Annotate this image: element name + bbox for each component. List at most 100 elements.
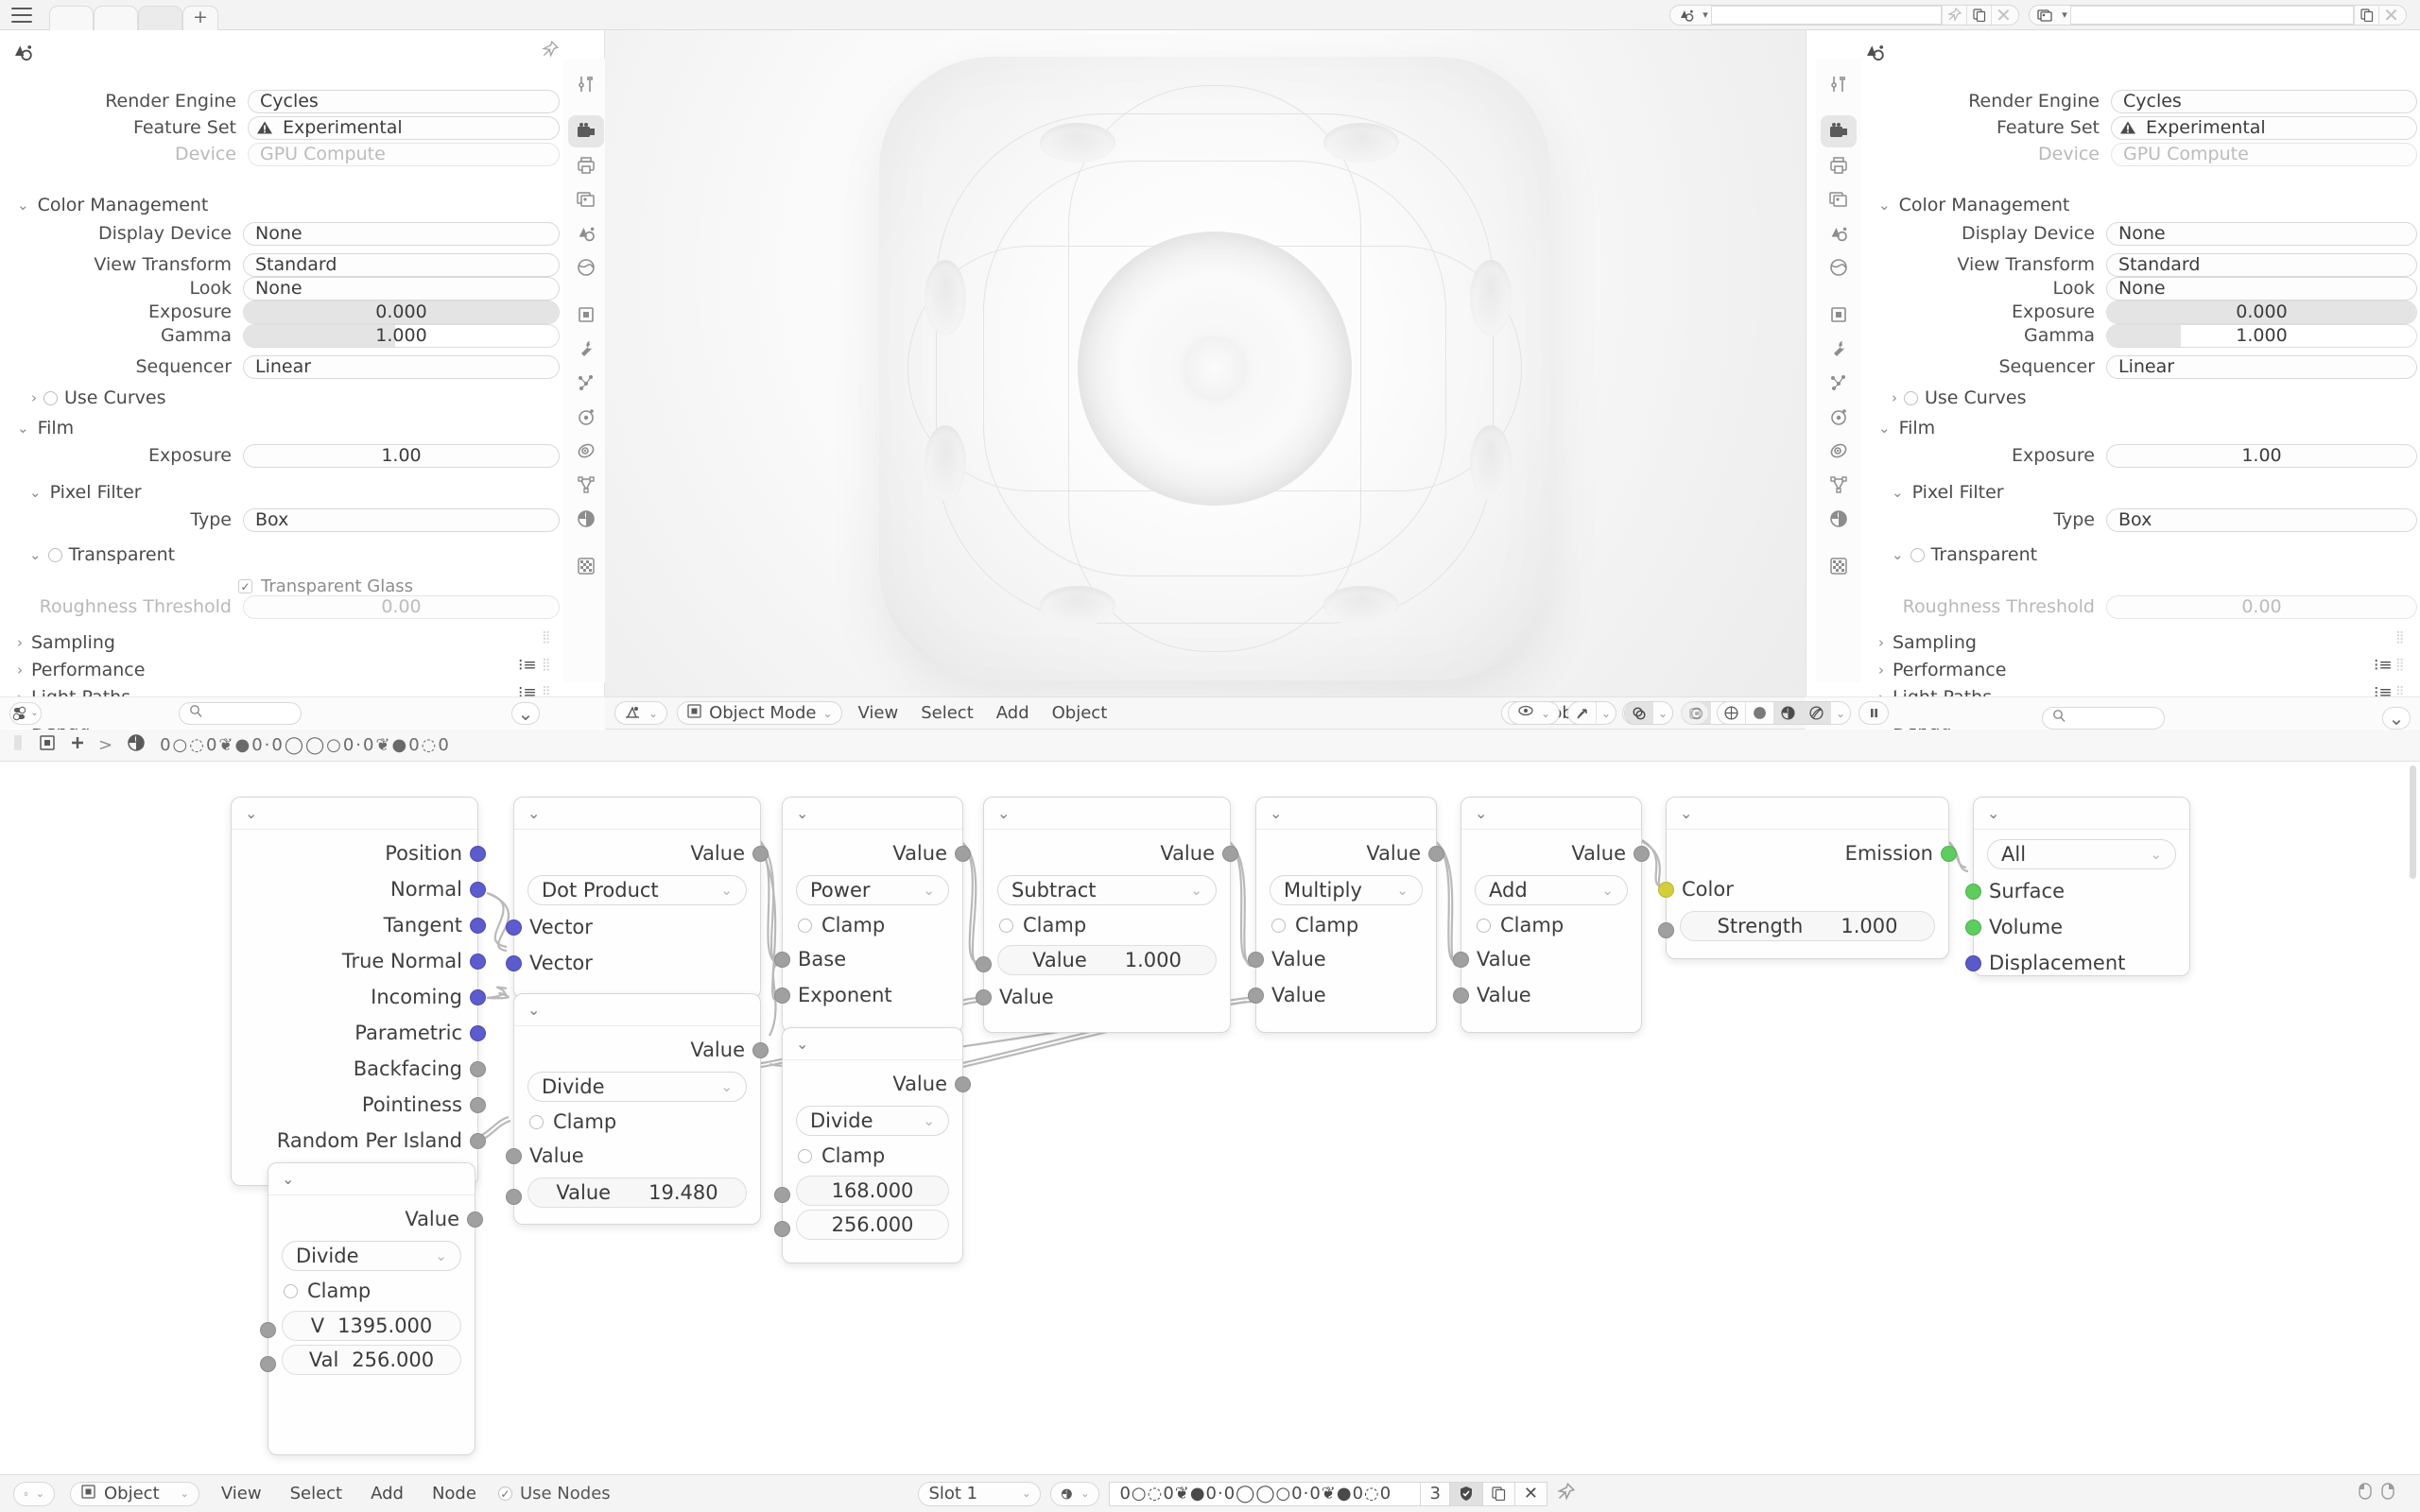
close-icon[interactable]: ✕ [2378, 4, 2403, 26]
preset-menu-icon[interactable]: ⁝≡ [2374, 656, 2393, 675]
socket-emission[interactable] [1941, 845, 1957, 862]
use-curves-checkbox[interactable] [1904, 390, 1918, 405]
hamburger-icon[interactable] [11, 7, 32, 23]
value-a-field[interactable]: V 1395.000 [282, 1311, 461, 1341]
tab-object[interactable] [1821, 299, 1857, 331]
math-node-divide-upper[interactable]: ⌄ Value Divide ⌄ Clamp Value Value 19.480 [506, 993, 769, 1225]
editor-type-shader-icon[interactable] [13, 733, 25, 757]
gizmo-icon[interactable] [1568, 702, 1598, 724]
pin-icon[interactable] [1942, 5, 1966, 25]
value-b-field[interactable]: Val 256.000 [282, 1345, 461, 1375]
tab-modifiers[interactable] [1821, 333, 1857, 365]
socket-backfacing[interactable] [470, 1060, 486, 1077]
math-node-divide-lower[interactable]: ⌄ Value Divide ⌄ Clamp V 1395.000 Val 256… [260, 1162, 483, 1455]
section-performance[interactable]: › Performance [17, 660, 146, 680]
node-collapse-chevron-icon[interactable]: ⌄ [1461, 798, 1641, 830]
socket-value-a[interactable] [260, 1322, 276, 1338]
socket-true-normal[interactable] [470, 953, 486, 970]
film-exposure-field[interactable]: 1.00 [2106, 443, 2417, 468]
sequencer-dropdown[interactable]: Linear [2106, 354, 2417, 379]
exposure-slider[interactable]: 0.000 [243, 300, 560, 324]
socket-row-true-normal[interactable]: True Normal [232, 943, 486, 979]
socket-row-vector-a[interactable]: Vector [506, 909, 760, 945]
workspace-tab-3[interactable] [138, 5, 182, 30]
rendered-icon[interactable] [1803, 702, 1832, 724]
clamp-checkbox-row[interactable]: Clamp [1256, 909, 1436, 941]
socket-row-value-out[interactable]: Value [984, 835, 1238, 871]
socket-row-value-a[interactable]: Value [1453, 941, 1641, 977]
math-operation-dropdown[interactable]: Divide ⌄ [282, 1241, 461, 1271]
view-layer-selector[interactable]: ▾ ✕ [2029, 4, 2407, 26]
socket-value-out[interactable] [1634, 845, 1650, 862]
material-users-count[interactable]: 3 [1421, 1481, 1450, 1506]
emission-shader-node[interactable]: ⌄ Emission Color Strength 1.000 [1658, 797, 1957, 959]
socket-row-displacement[interactable]: Displacement [1965, 945, 2189, 981]
view-layer-icon[interactable] [2032, 7, 2059, 24]
value-a-field[interactable]: Value 1.000 [997, 945, 1217, 975]
render-engine-dropdown[interactable]: Cycles [2111, 89, 2417, 113]
row-transparent-glass[interactable]: ✓ Transparent Glass [238, 576, 413, 596]
socket-row-position[interactable]: Position [232, 835, 486, 871]
section-film[interactable]: ⌄ Film [17, 418, 75, 438]
value-b-field[interactable]: Value 19.480 [527, 1177, 747, 1208]
socket-color[interactable] [1658, 881, 1674, 898]
gamma-slider[interactable]: 1.000 [2106, 323, 2417, 348]
transparent-glass-checkbox[interactable]: ✓ [238, 579, 252, 593]
expand-panel-button[interactable]: ⌄ [511, 701, 540, 725]
tab-texture[interactable] [568, 550, 604, 582]
section-sampling[interactable]: › Sampling [1878, 632, 1977, 653]
vector-math-node[interactable]: ⌄ Value Dot Product ⌄ Vector Vector [506, 797, 769, 999]
socket-row-parametric[interactable]: Parametric [232, 1015, 486, 1051]
viewport-overlays-group[interactable]: ⌄ [1624, 701, 1674, 725]
socket-value-out[interactable] [1222, 845, 1238, 862]
torus-object[interactable] [879, 57, 1550, 680]
node-collapse-chevron-icon[interactable]: ⌄ [783, 1028, 962, 1060]
clamp-checkbox-row[interactable]: Clamp [984, 909, 1230, 941]
socket-row-volume[interactable]: Volume [1965, 909, 2189, 945]
math-node-divide-middle[interactable]: ⌄ Value Divide ⌄ Clamp 168.000 256.000 [774, 1027, 971, 1263]
socket-value-a[interactable] [1248, 951, 1264, 968]
socket-row-pointiness[interactable]: Pointiness [232, 1087, 486, 1123]
clamp-checkbox-row[interactable]: Clamp [783, 1140, 962, 1172]
material-name-field[interactable]: 0○◌0❦●0·0◯◯○0·0❦●0◌0 [1109, 1481, 1422, 1506]
pin-id-icon[interactable] [542, 40, 560, 62]
socket-pointiness[interactable] [470, 1096, 486, 1113]
socket-value-a[interactable] [506, 1147, 522, 1164]
viewport-canvas[interactable] [605, 30, 1806, 696]
socket-row-vector-b[interactable]: Vector [506, 945, 760, 981]
node-collapse-chevron-icon[interactable]: ⌄ [232, 798, 477, 830]
object-square-icon[interactable] [38, 733, 57, 757]
node-collapse-chevron-icon[interactable]: ⌄ [514, 798, 760, 830]
socket-parametric[interactable] [470, 1024, 486, 1041]
pixel-filter-type-dropdown[interactable]: Box [2106, 507, 2417, 532]
tab-scene[interactable] [1821, 217, 1857, 249]
viewport-menu-object[interactable]: Object [1051, 703, 1108, 723]
socket-row-value-b[interactable]: Value [1453, 977, 1641, 1013]
render-engine-dropdown[interactable]: Cycles [248, 89, 560, 113]
socket-row-exponent[interactable]: Exponent [774, 977, 962, 1013]
unlink-material-icon[interactable]: ✕ [1514, 1481, 1547, 1506]
section-transparent[interactable]: ⌄ Transparent [29, 544, 176, 565]
clamp-checkbox-row[interactable]: Clamp [1461, 909, 1641, 941]
tab-particles[interactable] [1821, 367, 1857, 399]
duplicate-icon[interactable] [1966, 5, 1991, 25]
clamp-checkbox[interactable] [798, 1148, 812, 1163]
socket-row-backfacing[interactable]: Backfacing [232, 1051, 486, 1087]
editor-type-scene-icon[interactable] [1863, 42, 1886, 67]
browse-material-button[interactable]: ⌄ [1050, 1481, 1100, 1506]
math-node-multiply[interactable]: ⌄ Value Multiply ⌄ Clamp Value Value [1248, 797, 1444, 1033]
socket-strength[interactable] [1658, 922, 1674, 938]
socket-tangent[interactable] [470, 917, 486, 934]
tab-constraints[interactable] [568, 435, 604, 467]
tab-render[interactable] [568, 115, 604, 147]
section-color-management[interactable]: ⌄ Color Management [17, 195, 209, 215]
filter-toggle-icon[interactable]: ⌄ [9, 701, 42, 725]
socket-row-color[interactable]: Color [1658, 871, 1948, 907]
socket-row-emission-out[interactable]: Emission [1667, 835, 1957, 871]
socket-value-a[interactable] [1453, 951, 1469, 968]
render-target-dropdown[interactable]: All ⌄ [1987, 839, 2176, 869]
socket-volume[interactable] [1965, 919, 1981, 936]
add-workspace-button[interactable]: + [182, 5, 218, 30]
socket-row-base[interactable]: Base [774, 941, 962, 977]
feature-set-dropdown[interactable]: Experimental [248, 115, 560, 140]
